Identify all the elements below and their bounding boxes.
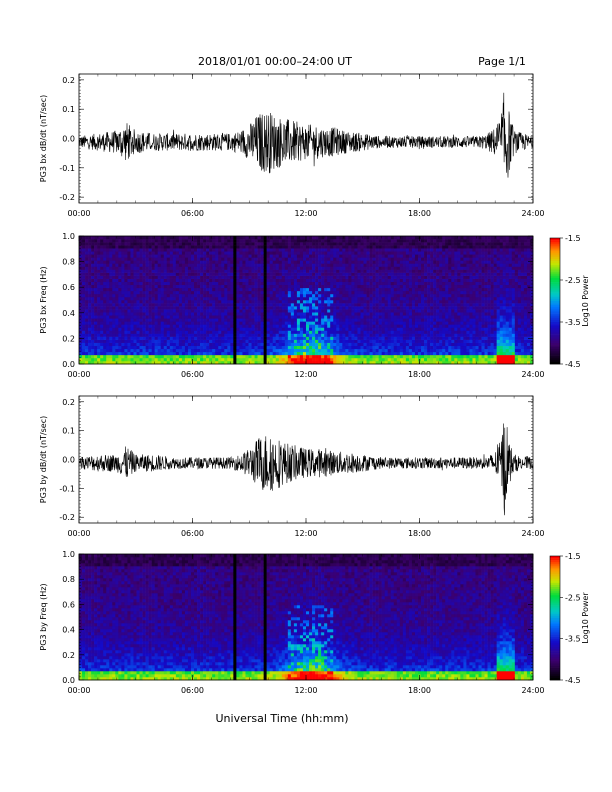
colorbar-label: Log10 Power — [581, 592, 590, 644]
x-tick-label: 00:00 — [67, 686, 90, 695]
x-axis-title: Universal Time (hh:mm) — [216, 712, 349, 725]
y-axis-label: PG3 bx dB/dt (nT/sec) — [39, 95, 48, 182]
x-tick-label: 00:00 — [67, 370, 90, 379]
colorbar: -1.5 -2.5 -3.5 -4.5 Log10 Power — [549, 234, 590, 369]
colorbar-tick-label: -1.5 — [565, 234, 581, 243]
x-tick-label: 06:00 — [181, 209, 204, 218]
y-tick-label: 1.0 — [62, 550, 75, 559]
y-tick-label: -0.2 — [59, 513, 75, 522]
colorbar: -1.5 -2.5 -3.5 -4.5 Log10 Power — [549, 552, 590, 685]
y-tick-label: 0.8 — [62, 258, 75, 267]
colorbar-tick-label: -4.5 — [565, 676, 581, 685]
x-tick-label: 06:00 — [181, 529, 204, 538]
y-tick-label: 0.6 — [62, 600, 75, 609]
y-tick-label: -0.1 — [59, 484, 75, 493]
panel-4: -1.5 -2.5 -3.5 -4.5 Log10 Power 1.0 0.8 0.6 0.4 0… — [39, 550, 590, 695]
x-tick-label: 06:00 — [181, 686, 204, 695]
colorbar-tick-label: -4.5 — [565, 360, 581, 369]
spectrogram-cells — [79, 236, 534, 365]
y-axis-label: PG3 bx Freq (Hz) — [39, 266, 48, 333]
x-tick-label: 00:00 — [67, 529, 90, 538]
x-tick-label: 24:00 — [521, 529, 544, 538]
y-tick-label: 0.8 — [62, 575, 75, 584]
x-tick-label: 24:00 — [521, 686, 544, 695]
trace-line — [78, 423, 534, 516]
y-tick-label: 0.0 — [62, 456, 75, 465]
x-tick-label: 12:00 — [294, 686, 317, 695]
y-tick-label: 0.4 — [62, 626, 75, 635]
colorbar-tick-label: -2.5 — [565, 593, 581, 602]
y-tick-label: 0.0 — [62, 135, 75, 144]
x-tick-label: 18:00 — [408, 529, 431, 538]
y-tick-label: -0.2 — [59, 193, 75, 202]
y-tick-label: 1.0 — [62, 232, 75, 241]
y-axis-label: PG3 by Freq (Hz) — [39, 583, 48, 650]
trace-line — [78, 92, 534, 178]
y-tick-label: 0.0 — [62, 676, 75, 685]
y-tick-label: 0.6 — [62, 283, 75, 292]
y-axis-label: PG3 by dB/dt (nT/sec) — [39, 416, 48, 503]
panel-3: 0.2 0.1 0.0 -0.1 -0.2 00:00 06:00 12:00 18:00 24:… — [39, 395, 545, 538]
x-tick-label: 18:00 — [408, 686, 431, 695]
y-tick-label: 0.4 — [62, 309, 75, 318]
panel-1: 0.2 0.1 0.0 -0.1 -0.2 00:00 06:00 12:00 18:00 24:… — [39, 73, 545, 218]
spectrogram-cells — [79, 554, 534, 681]
x-tick-label: 12:00 — [294, 209, 317, 218]
y-tick-label: 0.0 — [62, 360, 75, 369]
x-tick-label: 00:00 — [67, 209, 90, 218]
colorbar-tick-label: -1.5 — [565, 552, 581, 561]
colorbar-tick-label: -2.5 — [565, 276, 581, 285]
x-tick-label: 12:00 — [294, 529, 317, 538]
x-tick-label: 24:00 — [521, 370, 544, 379]
x-tick-label: 06:00 — [181, 370, 204, 379]
x-tick-label: 12:00 — [294, 370, 317, 379]
panel-2: -1.5 -2.5 -3.5 -4.5 Log10 Power 1.0 0.8 0.6 0.4 0… — [39, 232, 590, 379]
x-tick-label: 24:00 — [521, 209, 544, 218]
y-tick-label: 0.2 — [62, 398, 75, 407]
y-tick-label: 0.2 — [62, 76, 75, 85]
colorbar-tick-label: -3.5 — [565, 318, 581, 327]
y-tick-label: 0.2 — [62, 651, 75, 660]
y-tick-label: 0.2 — [62, 334, 75, 343]
y-tick-label: 0.1 — [62, 427, 75, 436]
y-tick-label: 0.1 — [62, 105, 75, 114]
x-tick-label: 18:00 — [408, 370, 431, 379]
colorbar-label: Log10 Power — [581, 275, 590, 327]
page-indicator: Page 1/1 — [478, 55, 526, 68]
colorbar-tick-label: -3.5 — [565, 635, 581, 644]
figure-title: 2018/01/01 00:00–24:00 UT — [198, 55, 352, 68]
x-tick-label: 18:00 — [408, 209, 431, 218]
y-tick-label: -0.1 — [59, 164, 75, 173]
